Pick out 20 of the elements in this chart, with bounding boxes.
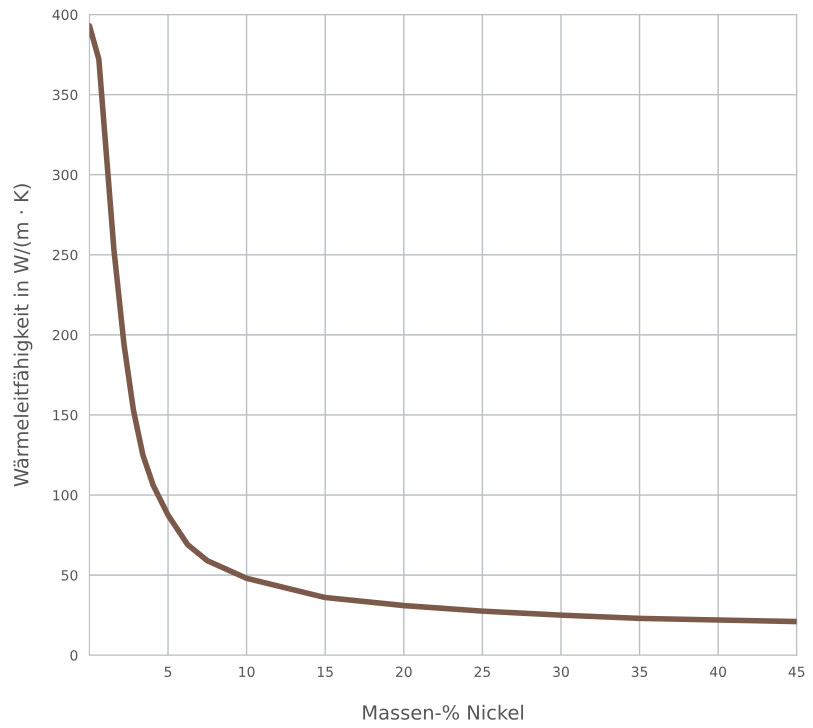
y-tick-label: 350 xyxy=(52,90,78,100)
x-tick-label: 45 xyxy=(788,666,804,678)
x-tick-label: 35 xyxy=(632,666,648,678)
y-tick-label: 0 xyxy=(70,650,78,661)
y-tick-label: 250 xyxy=(52,250,78,260)
x-tick-label: 20 xyxy=(396,666,412,678)
x-axis-title: Massen-% Nickel xyxy=(363,704,523,720)
y-axis-title: Wärmeleitfähigkeit in W/(m · K) xyxy=(14,184,32,486)
x-tick-label: 40 xyxy=(710,666,726,678)
y-tick-label: 300 xyxy=(52,170,78,180)
y-tick-label: 100 xyxy=(53,490,78,501)
x-tick-label: 5 xyxy=(164,666,172,678)
x-tick-label: 30 xyxy=(553,666,569,678)
y-tick-label: 200 xyxy=(52,330,78,340)
y-tick-label: 400 xyxy=(52,10,78,20)
x-tick-label: 15 xyxy=(318,666,333,678)
y-tick-label: 50 xyxy=(62,570,78,581)
x-tick-label: 10 xyxy=(239,666,255,678)
y-tick-label: 150 xyxy=(53,410,78,420)
x-tick-label: 25 xyxy=(474,666,490,678)
